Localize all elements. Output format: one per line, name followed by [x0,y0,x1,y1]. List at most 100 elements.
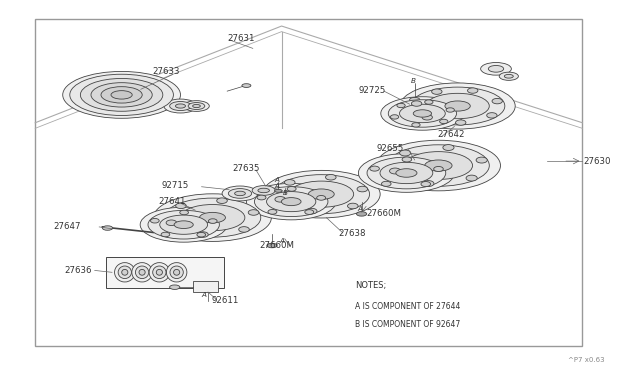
Ellipse shape [164,99,197,113]
Ellipse shape [476,157,487,163]
Text: 27641: 27641 [159,197,186,206]
Ellipse shape [381,97,464,130]
Text: A: A [279,238,284,244]
Ellipse shape [122,269,128,275]
Text: 27633: 27633 [152,67,180,76]
Ellipse shape [63,71,180,118]
Text: B IS COMPONENT OF 92647: B IS COMPONENT OF 92647 [355,320,460,329]
Ellipse shape [413,110,431,117]
Ellipse shape [425,100,433,104]
Ellipse shape [400,83,515,129]
Ellipse shape [154,194,271,241]
Ellipse shape [200,212,225,223]
Ellipse shape [173,269,180,275]
Ellipse shape [70,74,173,115]
Ellipse shape [160,215,207,234]
Ellipse shape [161,232,170,237]
Ellipse shape [217,198,227,203]
Ellipse shape [184,101,209,111]
Ellipse shape [396,169,417,177]
Text: 27647: 27647 [53,222,81,231]
Ellipse shape [166,263,187,282]
Ellipse shape [175,104,186,108]
Text: 92655: 92655 [376,144,404,153]
Ellipse shape [268,209,277,214]
Text: B: B [410,78,415,84]
Ellipse shape [358,154,454,192]
Ellipse shape [434,166,444,171]
Text: 92715: 92715 [161,182,189,190]
Ellipse shape [440,119,448,124]
Ellipse shape [255,187,328,217]
Ellipse shape [376,140,500,191]
Ellipse shape [412,123,420,127]
Bar [35,19,582,346]
Ellipse shape [388,100,456,127]
Ellipse shape [275,189,282,192]
Ellipse shape [139,269,145,275]
Ellipse shape [262,170,380,218]
Ellipse shape [150,218,159,223]
Ellipse shape [273,175,369,214]
Ellipse shape [258,188,269,193]
Ellipse shape [170,266,183,279]
Ellipse shape [136,266,148,279]
Ellipse shape [235,191,245,196]
Ellipse shape [289,181,354,207]
Ellipse shape [180,205,245,231]
Ellipse shape [425,160,452,171]
Ellipse shape [115,263,135,282]
Ellipse shape [266,192,316,212]
Ellipse shape [390,168,401,174]
Ellipse shape [101,87,142,103]
Text: NOTES;: NOTES; [355,281,387,290]
Ellipse shape [239,227,250,232]
Ellipse shape [170,102,191,110]
Ellipse shape [492,99,502,104]
Ellipse shape [431,89,442,94]
Ellipse shape [370,166,380,171]
Ellipse shape [410,87,505,125]
Ellipse shape [421,182,431,187]
Ellipse shape [466,175,477,181]
Ellipse shape [412,101,422,106]
Ellipse shape [222,186,258,201]
Text: 27660M: 27660M [260,241,295,250]
Ellipse shape [242,84,251,87]
Ellipse shape [209,219,217,223]
Ellipse shape [284,180,295,185]
Text: A: A [357,206,362,212]
Text: 27642: 27642 [437,130,465,139]
Ellipse shape [228,189,252,198]
Ellipse shape [381,181,391,186]
Ellipse shape [504,74,513,78]
Ellipse shape [488,65,504,72]
Text: 27638: 27638 [338,229,365,238]
Ellipse shape [166,220,177,225]
Ellipse shape [422,115,433,120]
Ellipse shape [118,266,131,279]
Ellipse shape [308,189,334,199]
Ellipse shape [193,105,200,108]
Ellipse shape [410,97,420,102]
Ellipse shape [153,266,166,279]
Ellipse shape [91,83,152,107]
Ellipse shape [246,183,336,220]
Ellipse shape [102,226,113,230]
Bar [106,257,224,288]
Ellipse shape [367,157,445,189]
Text: B: B [283,190,288,196]
Ellipse shape [443,145,454,151]
Ellipse shape [456,120,466,125]
Ellipse shape [198,232,208,237]
Ellipse shape [248,210,259,215]
Ellipse shape [267,243,277,248]
Ellipse shape [445,101,470,111]
Text: A: A [201,292,206,298]
Ellipse shape [326,174,336,180]
Ellipse shape [140,207,227,242]
Text: 27631: 27631 [227,34,255,43]
Ellipse shape [164,198,260,237]
Ellipse shape [468,88,478,93]
Ellipse shape [174,221,193,228]
